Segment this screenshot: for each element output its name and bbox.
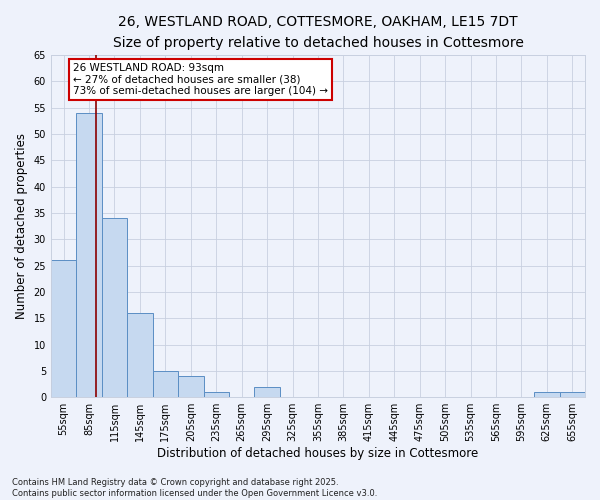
Bar (254, 386, 280, 397)
Text: Contains HM Land Registry data © Crown copyright and database right 2025.
Contai: Contains HM Land Registry data © Crown c… (12, 478, 377, 498)
Bar (560, 392, 585, 397)
Bar (152, 371, 178, 397)
Bar (102, 218, 127, 397)
Text: 26 WESTLAND ROAD: 93sqm
← 27% of detached houses are smaller (38)
73% of semi-de: 26 WESTLAND ROAD: 93sqm ← 27% of detache… (73, 63, 328, 96)
Bar (76, 113, 102, 397)
Bar (127, 313, 152, 397)
Bar (534, 392, 560, 397)
Y-axis label: Number of detached properties: Number of detached properties (15, 133, 28, 319)
Bar (51, 260, 76, 397)
Bar (203, 392, 229, 397)
Bar (178, 376, 203, 397)
Title: 26, WESTLAND ROAD, COTTESMORE, OAKHAM, LE15 7DT
Size of property relative to det: 26, WESTLAND ROAD, COTTESMORE, OAKHAM, L… (113, 15, 523, 50)
X-axis label: Distribution of detached houses by size in Cottesmore: Distribution of detached houses by size … (157, 447, 479, 460)
